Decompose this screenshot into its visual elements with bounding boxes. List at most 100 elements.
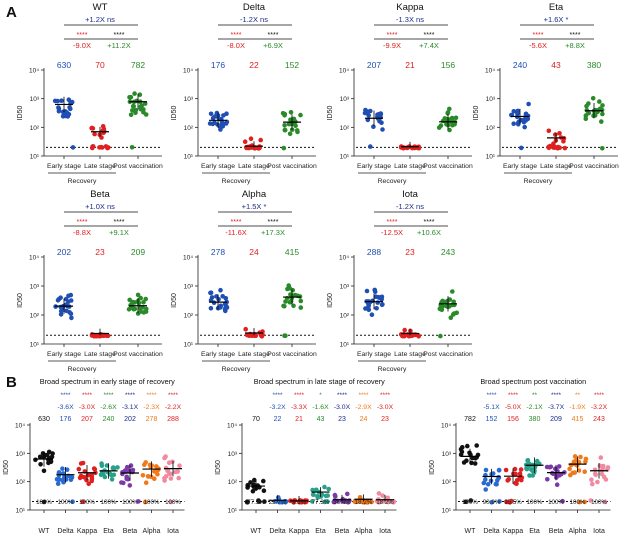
data-point xyxy=(46,460,51,466)
data-point xyxy=(485,482,491,487)
data-point xyxy=(128,112,134,118)
x-tick-label: Eta xyxy=(103,528,114,535)
data-point xyxy=(517,471,523,477)
data-point xyxy=(488,478,494,484)
fold-change-label: -3.2X xyxy=(591,404,608,411)
panel-letter-b: B xyxy=(6,374,17,391)
data-point xyxy=(252,477,257,483)
data-point xyxy=(447,106,452,112)
y-tick-label: 10² xyxy=(340,125,350,132)
data-point xyxy=(89,478,94,484)
y-tick-label: 10³ xyxy=(16,451,26,458)
data-point xyxy=(210,121,215,127)
data-point xyxy=(599,107,605,113)
data-point xyxy=(152,469,157,474)
y-axis-label: ID50 xyxy=(171,293,178,308)
panel-title: Broad spectrum in early stage of recover… xyxy=(40,377,175,386)
y-axis-label: ID50 xyxy=(215,460,222,475)
data-point xyxy=(505,478,511,483)
data-point xyxy=(515,111,520,116)
data-point xyxy=(69,315,74,321)
data-point xyxy=(126,307,132,312)
data-point xyxy=(440,298,445,304)
median-value-label: 22 xyxy=(274,416,282,423)
x-tick-label: Delta xyxy=(269,528,285,535)
data-point xyxy=(380,493,385,498)
y-tick-label: 10¹ xyxy=(184,342,194,349)
data-point xyxy=(516,122,521,127)
data-point xyxy=(129,145,135,150)
percent-label: 36.4% xyxy=(333,499,351,506)
percent-label: 100% xyxy=(122,499,138,506)
data-point xyxy=(365,500,370,505)
data-point xyxy=(293,123,298,128)
fold-change-label: -2.3X xyxy=(143,404,160,411)
data-point xyxy=(137,92,143,97)
y-tick-label: 10⁴ xyxy=(29,68,39,75)
data-point xyxy=(599,471,605,477)
x-tick-label: Early stage xyxy=(47,351,81,358)
data-point xyxy=(177,463,182,469)
data-point xyxy=(128,463,134,468)
y-tick-label: 10³ xyxy=(228,451,238,458)
significance-label: **** xyxy=(337,392,348,399)
data-point xyxy=(545,477,550,482)
median-value-label: 630 xyxy=(57,60,71,70)
median-value-label: 243 xyxy=(593,416,605,423)
percent-label: 100% xyxy=(591,499,607,506)
comparison-left-label: -8.0X xyxy=(227,41,245,50)
y-tick-label: 10⁴ xyxy=(339,255,349,262)
comparison-top-label: -1.2X ns xyxy=(396,202,424,211)
y-tick-label: 10¹ xyxy=(486,154,496,161)
median-value-label: 43 xyxy=(317,416,325,423)
data-point xyxy=(86,481,91,487)
data-point xyxy=(144,306,149,312)
data-point xyxy=(140,305,145,310)
data-point xyxy=(105,145,110,151)
data-point xyxy=(124,464,130,470)
data-point xyxy=(155,472,160,477)
significance-label: **** xyxy=(168,392,179,399)
x-tick-label: Iota xyxy=(167,528,179,535)
panel-title: Broad spectrum in late stage of recovery xyxy=(254,377,385,386)
x-tick-label: Eta xyxy=(315,528,326,535)
data-point xyxy=(282,333,287,339)
x-tick-label: Alpha xyxy=(143,528,161,535)
data-point xyxy=(140,473,146,478)
comparison-top-label: -1.2X ns xyxy=(240,15,268,24)
y-tick-label: 10¹ xyxy=(16,508,26,515)
data-point xyxy=(58,295,63,301)
x-tick-label: Early stage xyxy=(47,163,81,170)
group-label: Recovery xyxy=(378,178,407,185)
data-point xyxy=(130,108,135,113)
data-point xyxy=(282,123,287,128)
data-point xyxy=(45,452,50,458)
data-point xyxy=(65,112,70,117)
data-point xyxy=(124,474,129,480)
data-point xyxy=(463,499,469,505)
y-axis-label: ID50 xyxy=(17,293,24,308)
data-point xyxy=(215,122,220,127)
group-label: Recovery xyxy=(524,178,553,185)
data-point xyxy=(135,292,141,298)
median-value-label: 207 xyxy=(367,60,381,70)
data-point xyxy=(461,460,467,465)
data-point xyxy=(288,292,293,297)
data-point xyxy=(120,471,125,477)
data-point xyxy=(603,477,609,482)
median-value-label: 380 xyxy=(529,416,541,423)
x-tick-label: Late stage xyxy=(84,351,116,358)
y-tick-label: 10³ xyxy=(30,284,40,291)
comparison-top-label: +1.0X ns xyxy=(85,202,115,211)
x-tick-label: Late stage xyxy=(394,351,426,358)
data-point xyxy=(374,306,379,311)
data-point xyxy=(130,305,135,311)
panel-title: Kappa xyxy=(396,2,424,13)
percent-label: 22.7% xyxy=(269,499,287,506)
data-point xyxy=(119,480,124,485)
comparison-left-sig: **** xyxy=(387,32,398,39)
data-point xyxy=(286,283,292,288)
median-value-label: 152 xyxy=(285,60,299,70)
data-point xyxy=(522,124,527,130)
significance-label: ** xyxy=(575,392,581,399)
